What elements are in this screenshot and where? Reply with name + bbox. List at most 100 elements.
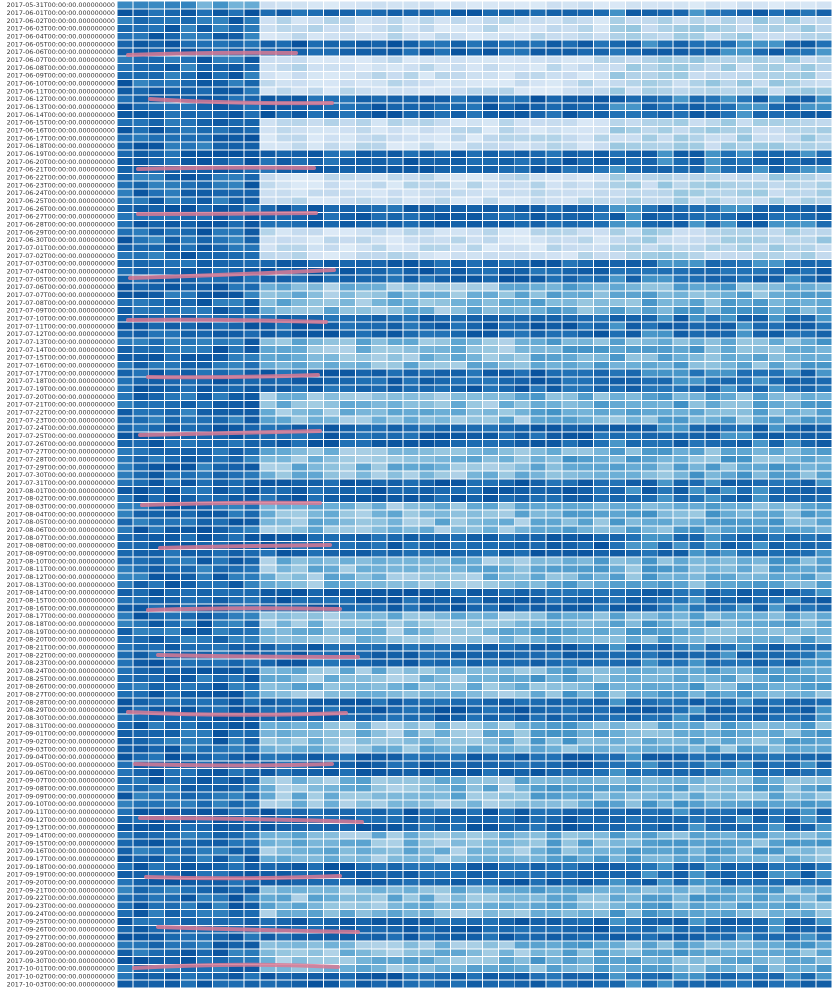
heatmap-cell: [609, 783, 626, 793]
heatmap-cell: [767, 78, 785, 88]
heatmap-cell: [243, 31, 261, 41]
heatmap-cell: [497, 760, 515, 770]
heatmap-cell: [497, 141, 515, 151]
heatmap-cell: [767, 94, 785, 104]
heatmap-cell: [736, 666, 754, 676]
heatmap-cell: [386, 31, 404, 41]
heatmap-cell: [672, 588, 690, 597]
heatmap-cell: [545, 783, 563, 793]
heatmap-cell: [815, 823, 833, 832]
heatmap-cell: [307, 306, 325, 315]
heatmap-cell: [402, 407, 420, 417]
heatmap-cell: [481, 697, 499, 707]
heatmap-cell: [227, 768, 245, 777]
heatmap-cell: [609, 102, 626, 112]
heatmap-cell: [624, 133, 642, 143]
heatmap-cell: [497, 556, 515, 566]
heatmap-cell: [752, 494, 769, 503]
heatmap-cell: [767, 298, 785, 307]
heatmap-cell: [736, 219, 754, 229]
heatmap-cell: [529, 259, 547, 268]
heatmap-cell: [481, 439, 499, 448]
y-tick-label: 2017-09-20T00:00:00.000000000: [7, 878, 115, 886]
heatmap-cell: [116, 595, 134, 605]
heatmap-cell: [370, 447, 388, 456]
heatmap-cell: [259, 235, 277, 245]
heatmap-cell: [354, 78, 372, 88]
heatmap-cell: [307, 360, 325, 370]
heatmap-cell: [132, 454, 150, 464]
heatmap-cell: [148, 682, 166, 691]
heatmap-cell: [561, 282, 579, 292]
heatmap-cell: [609, 392, 626, 401]
heatmap-cell: [593, 807, 611, 817]
heatmap-cell: [481, 180, 499, 190]
heatmap-cell: [211, 533, 229, 542]
heatmap-cell: [513, 180, 531, 190]
heatmap-cell: [259, 776, 277, 785]
heatmap-cell: [545, 212, 563, 221]
heatmap-cell: [656, 603, 674, 613]
heatmap-cell: [227, 580, 245, 589]
heatmap-cell: [656, 642, 674, 652]
heatmap-cell: [450, 838, 468, 848]
heatmap-cell: [338, 118, 356, 127]
heatmap-cell: [545, 470, 563, 480]
heatmap-cell: [497, 321, 515, 331]
heatmap-cell: [418, 125, 436, 135]
heatmap-cell: [704, 682, 722, 691]
heatmap-cell: [609, 478, 626, 488]
heatmap-cell: [195, 697, 213, 707]
heatmap-cell: [720, 556, 738, 566]
heatmap-cell: [434, 815, 452, 824]
heatmap-cell: [736, 462, 754, 472]
heatmap-cell: [752, 298, 769, 307]
heatmap-cell: [291, 509, 309, 519]
heatmap-cell: [386, 447, 404, 456]
heatmap-cell: [704, 392, 722, 401]
heatmap-cell: [323, 431, 340, 441]
heatmap-cell: [291, 580, 309, 589]
heatmap-cell: [180, 337, 197, 347]
heatmap-cell: [418, 16, 436, 25]
heatmap-cell: [132, 188, 150, 198]
heatmap-cell: [227, 298, 245, 307]
heatmap-cell: [466, 525, 483, 535]
heatmap-cell: [227, 744, 245, 754]
heatmap-cell: [418, 392, 436, 401]
heatmap-cell: [116, 368, 134, 378]
heatmap-cell: [767, 415, 785, 425]
heatmap-cell: [799, 588, 817, 597]
heatmap-cell: [767, 219, 785, 229]
heatmap-cell: [767, 494, 785, 503]
heatmap-cell: [752, 799, 769, 809]
heatmap-cell: [466, 188, 483, 198]
heatmap-cell: [783, 689, 801, 699]
heatmap-cell: [799, 595, 817, 605]
heatmap-cell: [116, 783, 134, 793]
heatmap-cell: [164, 118, 182, 127]
heatmap-cell: [656, 823, 674, 832]
heatmap-cell: [513, 760, 531, 770]
heatmap-cell: [402, 494, 420, 503]
heatmap-cell: [513, 815, 531, 824]
heatmap-cell: [354, 674, 372, 683]
heatmap-cell: [656, 674, 674, 683]
heatmap-cell: [434, 776, 452, 785]
heatmap-cell: [593, 674, 611, 683]
heatmap-cell: [513, 823, 531, 832]
heatmap-cell: [593, 118, 611, 127]
heatmap-cell: [545, 118, 563, 127]
heatmap-cell: [450, 376, 468, 386]
heatmap-cell: [386, 509, 404, 519]
heatmap-cell: [434, 423, 452, 433]
heatmap-cell: [767, 595, 785, 605]
y-tick-label: 2017-08-22T00:00:00.000000000: [7, 651, 115, 659]
heatmap-cell: [545, 564, 563, 574]
heatmap-cell: [227, 572, 245, 582]
heatmap-cell: [466, 768, 483, 777]
heatmap-cell: [609, 274, 626, 284]
heatmap-cell: [195, 102, 213, 112]
heatmap-cell: [195, 16, 213, 25]
heatmap-cell: [386, 501, 404, 511]
